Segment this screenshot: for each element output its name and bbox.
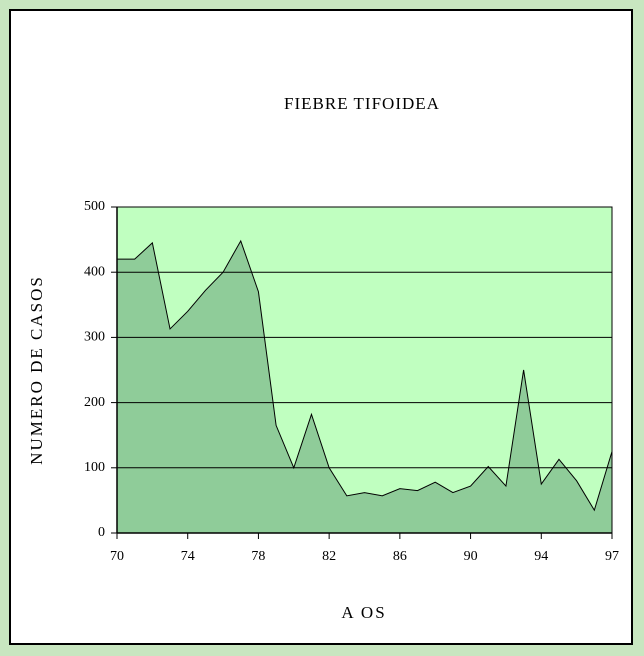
x-tick-label: 82: [322, 549, 336, 564]
x-tick-label: 97: [605, 549, 619, 564]
x-tick-label: 94: [534, 549, 548, 564]
x-tick-label: 90: [464, 549, 478, 564]
y-tick-label: 300: [84, 330, 105, 345]
y-axis-label: NUMERO DE CASOS: [27, 275, 46, 465]
y-tick-label: 0: [98, 525, 105, 540]
y-tick-label: 100: [84, 460, 105, 475]
x-tick-label: 74: [181, 549, 195, 564]
x-axis-label: A OS: [341, 603, 386, 622]
y-tick-label: 200: [84, 395, 105, 410]
y-tick-label: 500: [84, 199, 105, 214]
x-tick-label: 78: [251, 549, 265, 564]
y-tick-label: 400: [84, 264, 105, 279]
x-tick-label: 70: [110, 549, 124, 564]
chart-title: FIEBRE TIFOIDEA: [284, 94, 440, 113]
x-tick-label: 86: [393, 549, 407, 564]
area: [116, 239, 613, 534]
